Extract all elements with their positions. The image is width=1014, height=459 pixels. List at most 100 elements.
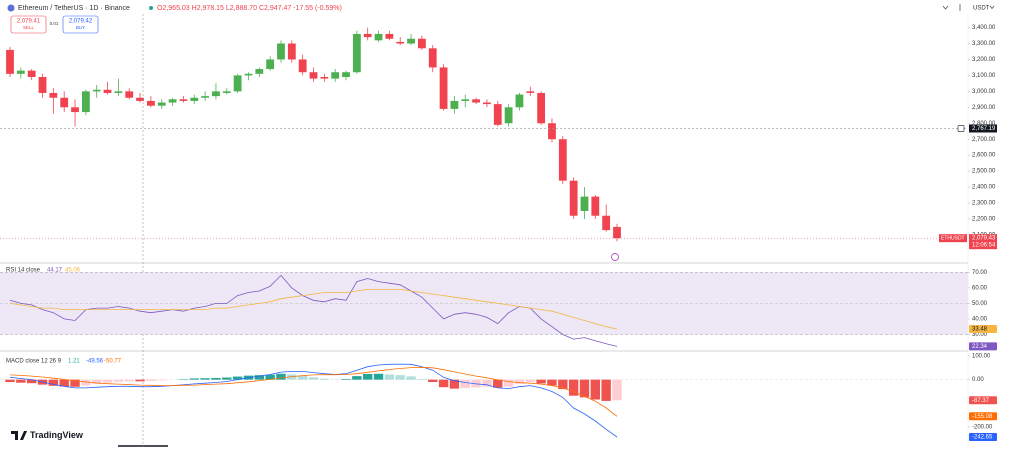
symbol-tag: ETHUSDT xyxy=(941,235,965,241)
candle-body xyxy=(92,89,101,92)
legend-value: 45.06 xyxy=(65,268,81,274)
histogram-bar xyxy=(536,379,546,384)
candle-body xyxy=(103,89,112,93)
candle-body xyxy=(537,92,546,124)
y-tick-label: 3,100.00 xyxy=(972,73,996,79)
legend-value: 1.21 xyxy=(68,359,80,365)
candle-body xyxy=(385,33,394,39)
last-value-label: 33.48 xyxy=(972,327,988,333)
histogram-bar xyxy=(558,379,568,390)
candle-body xyxy=(374,33,383,41)
sell-price[interactable]: 2,079.41 xyxy=(17,19,41,25)
histogram-bar xyxy=(493,379,503,388)
buy-button[interactable] xyxy=(62,15,99,34)
histogram-bar xyxy=(26,379,37,384)
histogram-bar xyxy=(287,374,297,380)
logo-mark xyxy=(11,431,27,440)
y-tick-label: 3,000.00 xyxy=(972,89,996,95)
y-tick-label: 2,500.00 xyxy=(972,169,996,175)
histogram-bar xyxy=(113,379,124,382)
y-tick-label: 2,200.00 xyxy=(972,217,996,223)
histogram-bar xyxy=(157,379,167,381)
legend-value: -49.56 xyxy=(86,359,104,365)
candle-body xyxy=(71,107,79,113)
symbol-icon xyxy=(7,4,15,12)
histogram-bar xyxy=(384,374,395,380)
candle-body xyxy=(428,48,437,68)
candle-body xyxy=(439,67,448,109)
histogram-bar xyxy=(514,379,525,384)
buy-label[interactable]: BUY xyxy=(76,25,85,30)
histogram-bar xyxy=(265,374,275,380)
sell-button[interactable] xyxy=(10,15,47,34)
candle-body xyxy=(461,99,470,101)
candle-body xyxy=(363,33,372,38)
indicator-line xyxy=(9,363,618,438)
candle-body xyxy=(504,107,513,124)
candle-body xyxy=(472,99,480,103)
candle-body xyxy=(16,70,25,74)
histogram-bar xyxy=(146,379,156,382)
y-tick-label: 3,200.00 xyxy=(972,57,996,63)
last-value-label-box xyxy=(969,412,997,421)
histogram-bar xyxy=(232,376,243,380)
histogram-bar xyxy=(428,379,438,383)
crosshair-price: 2,767.19 xyxy=(972,126,996,132)
candle-body xyxy=(342,72,350,78)
candle-body xyxy=(602,215,611,231)
legend-value: 44.17 xyxy=(47,268,63,274)
spread: 0.01 xyxy=(50,21,59,26)
indicator-line xyxy=(9,289,618,330)
legend-value: -50.77 xyxy=(104,359,122,365)
indicator-line xyxy=(9,274,618,347)
last-value-label: 22.34 xyxy=(972,344,988,350)
currency-dropdown[interactable] xyxy=(989,5,995,10)
histogram-bar xyxy=(92,379,102,384)
buy-price[interactable]: 2,079.42 xyxy=(69,19,93,25)
y-tick-label: 60.00 xyxy=(972,285,988,291)
legend-title: MACD close 12 26 9 xyxy=(6,359,62,365)
candle-body xyxy=(569,180,578,216)
y-tick-label: 0.00 xyxy=(972,377,984,383)
y-tick-label: 100.00 xyxy=(972,354,991,360)
y-tick-label: 3,300.00 xyxy=(972,41,996,47)
last-value-label: -87.37 xyxy=(972,398,990,404)
candle-body xyxy=(266,59,275,70)
histogram-bar xyxy=(297,375,308,380)
histogram-bar xyxy=(319,378,330,380)
histogram-bar xyxy=(449,379,460,389)
histogram-bar xyxy=(601,379,611,401)
candle-body xyxy=(287,43,296,60)
candle-body xyxy=(450,100,459,109)
y-tick-label: 2,800.00 xyxy=(972,121,996,127)
histogram-bar xyxy=(525,379,535,383)
histogram-bar xyxy=(81,379,91,386)
candle-body xyxy=(147,100,155,106)
candle-body xyxy=(407,38,415,44)
candle-body xyxy=(6,49,14,74)
candle-body xyxy=(396,41,405,44)
crosshair-icon xyxy=(957,125,965,132)
histogram-bar xyxy=(341,378,351,380)
candle-body xyxy=(417,38,426,49)
histogram-bar xyxy=(568,379,579,396)
candle-body xyxy=(114,91,123,93)
candle-body xyxy=(125,91,134,98)
currency[interactable]: USDT xyxy=(973,6,990,12)
dropdown-icon[interactable] xyxy=(942,5,949,10)
candle-body xyxy=(548,123,556,140)
y-tick-label: 40.00 xyxy=(972,317,988,323)
histogram-bar xyxy=(254,375,265,380)
candle-body xyxy=(60,97,69,108)
symbol-tag-box xyxy=(939,234,967,243)
sell-label[interactable]: SELL xyxy=(23,25,35,30)
status-dot xyxy=(149,6,153,10)
histogram-bar xyxy=(460,379,470,389)
histogram-bar xyxy=(124,379,134,382)
candle-body xyxy=(244,73,253,76)
symbol-title: Ethereum / TetherUS · 1D · Binance xyxy=(18,5,130,12)
indicator-line xyxy=(9,366,618,417)
event-marker xyxy=(611,253,619,261)
